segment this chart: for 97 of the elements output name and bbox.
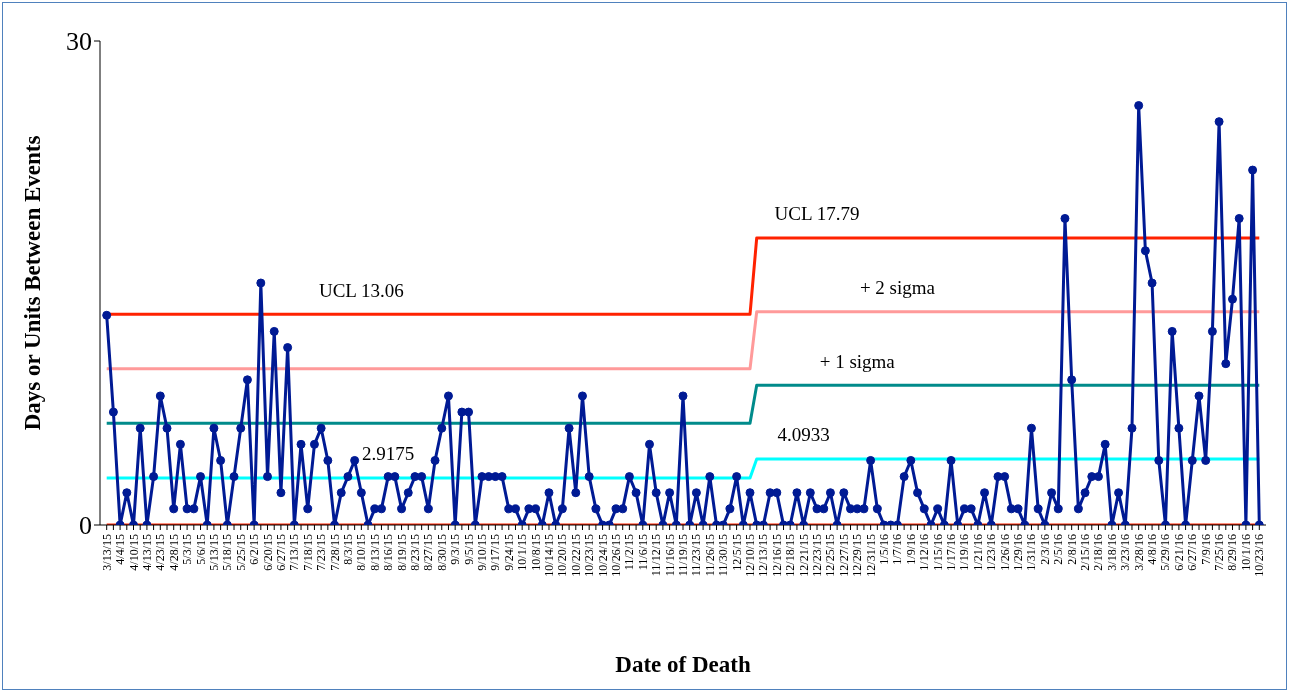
x-tick-label: 9/17/15 xyxy=(488,534,503,571)
annotation: 2.9175 xyxy=(362,443,415,465)
x-tick-label: 1/7/16 xyxy=(890,534,905,565)
x-tick-label: 10/8/15 xyxy=(528,534,543,571)
x-tick-label: 6/2/15 xyxy=(247,534,262,565)
x-tick-label: 7/28/15 xyxy=(327,534,342,571)
x-tick-label: 5/18/15 xyxy=(220,534,235,571)
x-tick-label: 8/29/16 xyxy=(1225,534,1240,571)
annotation: + 2 sigma xyxy=(859,277,936,299)
x-tick-label: 1/15/16 xyxy=(930,534,945,571)
x-tick-label: 1/23/16 xyxy=(984,534,999,571)
x-tick-label: 3/28/16 xyxy=(1131,534,1146,571)
x-tick-label: 1/29/16 xyxy=(1011,534,1026,571)
x-tick-label: 11/2/15 xyxy=(622,534,637,571)
x-tick-label: 7/9/16 xyxy=(1198,534,1213,565)
x-tick-label: 4/4/15 xyxy=(113,534,128,565)
x-tick-label: 4/10/15 xyxy=(126,534,141,571)
x-tick-label: 1/31/16 xyxy=(1024,534,1039,571)
annotation: UCL 13.06 xyxy=(318,279,404,301)
x-tick-label: 8/16/15 xyxy=(381,534,396,571)
x-tick-label: 5/6/15 xyxy=(193,534,208,565)
x-tick-label: 2/8/16 xyxy=(1064,534,1079,565)
x-tick-label: 10/23/15 xyxy=(582,534,597,577)
x-tick-label: 10/24/15 xyxy=(595,534,610,577)
x-tick-label: 12/18/15 xyxy=(783,534,798,577)
annotation: UCL 17.79 xyxy=(774,203,860,225)
x-tick-label: 11/12/15 xyxy=(649,534,664,577)
x-tick-label: 5/13/15 xyxy=(206,534,221,571)
x-tick-label: 1/17/16 xyxy=(944,534,959,571)
x-tick-label: 4/23/15 xyxy=(153,534,168,571)
y-axis-title: Days or Units Between Events xyxy=(19,135,45,431)
x-tick-label: 12/13/15 xyxy=(756,534,771,577)
x-tick-label: 11/19/15 xyxy=(676,534,690,577)
x-tick-label: 4/8/16 xyxy=(1145,534,1160,565)
x-tick-label: 6/27/15 xyxy=(273,534,288,571)
x-tick-label: 10/14/15 xyxy=(541,534,556,577)
x-tick-label: 5/3/15 xyxy=(180,534,195,565)
x-tick-label: 9/3/15 xyxy=(448,534,463,565)
x-tick-label: 12/10/15 xyxy=(743,534,758,577)
x-tick-label: 1/12/16 xyxy=(917,534,932,571)
x-tick-label: 12/29/15 xyxy=(850,534,865,577)
y-tick-label: 30 xyxy=(66,27,92,57)
x-tick-label: 7/18/15 xyxy=(300,534,315,571)
x-tick-label: 8/30/15 xyxy=(434,534,449,571)
x-tick-label: 9/10/15 xyxy=(474,534,489,571)
x-tick-label: 12/25/15 xyxy=(823,534,838,577)
annotation: + 1 sigma xyxy=(819,350,896,372)
x-tick-label: 12/16/15 xyxy=(769,534,784,577)
x-tick-label: 2/3/16 xyxy=(1037,534,1052,565)
x-tick-label: 4/13/15 xyxy=(139,534,154,571)
x-tick-label: 10/20/15 xyxy=(555,534,570,577)
x-tick-label: 10/1/15 xyxy=(515,534,530,571)
x-axis-title: Date of Death xyxy=(615,651,751,677)
annotation: 4.0933 xyxy=(777,424,830,446)
x-tick-label: 8/19/15 xyxy=(394,534,409,571)
x-tick-label: 4/28/15 xyxy=(166,534,181,571)
x-tick-label: 9/5/15 xyxy=(461,534,476,565)
x-tick-label: 12/27/15 xyxy=(836,534,851,577)
x-tick-label: 12/5/15 xyxy=(729,534,744,571)
x-tick-label: 5/25/15 xyxy=(233,534,248,571)
x-tick-label: 2/15/16 xyxy=(1078,534,1093,571)
x-tick-label: 1/9/16 xyxy=(903,534,918,565)
x-tick-label: 11/30/15 xyxy=(716,534,731,577)
x-tick-label: 3/23/16 xyxy=(1118,534,1133,571)
x-tick-label: 1/19/16 xyxy=(957,534,972,571)
x-tick-label: 7/23/15 xyxy=(314,534,329,571)
x-tick-label: 2/5/16 xyxy=(1051,534,1066,565)
x-tick-label: 11/16/15 xyxy=(662,534,677,577)
x-tick-label: 5/29/16 xyxy=(1158,534,1173,571)
x-tick-label: 11/26/15 xyxy=(702,534,717,577)
x-tick-label: 1/21/16 xyxy=(970,534,985,571)
x-tick-label: 1/26/16 xyxy=(997,534,1012,571)
x-tick-label: 8/13/15 xyxy=(367,534,382,571)
x-tick-label: 7/13/15 xyxy=(287,534,302,571)
x-tick-label: 9/24/15 xyxy=(501,534,516,571)
x-tick-label: 7/25/16 xyxy=(1212,534,1227,571)
x-tick-label: 3/18/16 xyxy=(1104,534,1119,571)
x-tick-label: 11/23/15 xyxy=(689,534,704,577)
x-tick-label: 11/6/15 xyxy=(635,534,650,571)
x-tick-label: 1/5/16 xyxy=(877,534,892,565)
x-tick-label: 10/23/16 xyxy=(1252,534,1267,577)
x-tick-label: 8/3/15 xyxy=(340,534,355,565)
x-tick-label: 10/26/15 xyxy=(608,534,623,577)
x-tick-label: 3/13/15 xyxy=(99,534,114,571)
x-tick-label: 12/31/15 xyxy=(863,534,878,577)
x-tick-label: 6/21/16 xyxy=(1171,534,1186,571)
x-tick-label: 8/27/15 xyxy=(421,534,436,571)
x-tick-label: 10/22/15 xyxy=(568,534,583,577)
x-tick-label: 8/23/15 xyxy=(407,534,422,571)
x-tick-label: 8/10/15 xyxy=(354,534,369,571)
x-tick-label: 10/1/16 xyxy=(1238,534,1253,571)
x-tick-label: 6/20/15 xyxy=(260,534,275,571)
y-tick-label: 0 xyxy=(79,511,92,541)
x-tick-label: 2/18/16 xyxy=(1091,534,1106,571)
x-tick-label: 6/27/16 xyxy=(1185,534,1200,571)
x-tick-label: 12/21/15 xyxy=(796,534,811,577)
x-tick-label: 12/23/15 xyxy=(810,534,825,577)
